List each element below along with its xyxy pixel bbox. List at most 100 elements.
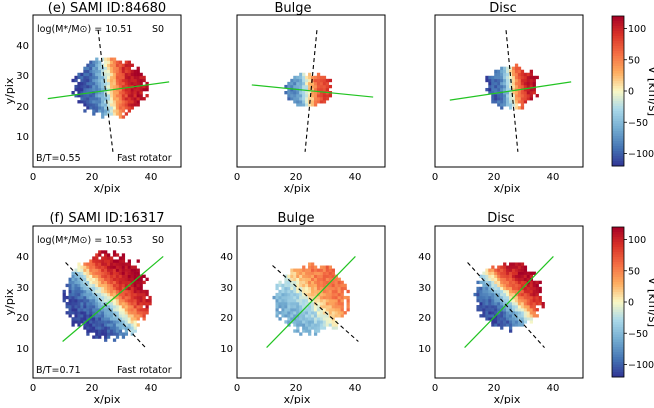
velocity-pixel [98, 75, 102, 80]
velocity-pixel [331, 292, 335, 297]
velocity-pixel [80, 84, 84, 89]
velocity-pixel [514, 305, 519, 309]
velocity-pixel [302, 94, 306, 98]
velocity-pixel [112, 271, 117, 275]
colorbar-segment [612, 282, 624, 285]
velocity-pixel [71, 302, 75, 306]
velocity-pixel [325, 94, 330, 98]
velocity-pixel [127, 91, 131, 95]
velocity-pixel [287, 308, 291, 312]
colorbar-segment [612, 71, 624, 74]
velocity-pixel [112, 320, 117, 324]
velocity-pixel [313, 271, 318, 275]
velocity-pixel [115, 277, 120, 282]
velocity-pixel [124, 87, 129, 92]
velocity-pixel [115, 317, 120, 321]
velocity-pixel [127, 60, 131, 64]
velocity-pixel [311, 323, 315, 327]
velocity-pixel [121, 289, 126, 294]
velocity-pixel [511, 305, 516, 309]
velocity-pixel [80, 91, 84, 95]
velocity-pixel [311, 286, 315, 291]
velocity-pixel [290, 91, 294, 95]
velocity-pixel [497, 314, 501, 318]
velocity-pixel [278, 305, 282, 309]
velocity-pixel [488, 274, 492, 278]
velocity-pixel [305, 311, 309, 315]
velocity-pixel [127, 298, 131, 303]
velocity-pixel [112, 106, 117, 110]
velocity-pixel [104, 338, 108, 342]
velocity-pixel [316, 100, 321, 104]
y-tick-label: 40 [16, 252, 29, 263]
velocity-pixel [104, 84, 108, 89]
velocity-pixel [98, 250, 102, 254]
velocity-pixel [293, 84, 297, 89]
velocity-pixel [95, 320, 99, 324]
velocity-pixel [529, 283, 533, 288]
colorbar-segment [612, 319, 624, 323]
velocity-pixel [334, 286, 338, 291]
x-ticks: 0 20 40 [30, 383, 158, 394]
velocity-pixel [322, 302, 327, 306]
velocity-pixel [328, 323, 333, 327]
velocity-pixel [494, 277, 498, 282]
velocity-pixel [517, 78, 522, 83]
velocity-pixel [299, 305, 303, 309]
velocity-pixel [293, 81, 297, 86]
velocity-pixel [299, 302, 303, 306]
velocity-pixel [491, 75, 495, 80]
velocity-pixel [311, 262, 315, 266]
velocity-pixel [89, 274, 93, 278]
velocity-pixel [313, 329, 318, 333]
velocity-pixel [142, 311, 146, 315]
velocity-pixel [517, 81, 522, 86]
colorbar-segment [612, 78, 624, 82]
velocity-pixel [308, 268, 312, 272]
velocity-pixel [529, 280, 533, 285]
velocity-pixel [68, 277, 72, 282]
velocity-pixel [107, 323, 111, 327]
velocity-pixel [476, 295, 480, 300]
velocity-pixel [322, 283, 327, 288]
velocity-pixel [101, 323, 105, 327]
velocity-pixel [500, 289, 504, 294]
velocity-pixel [281, 292, 285, 297]
velocity-pixel [509, 271, 513, 275]
velocity-pixel [503, 262, 507, 266]
velocity-pixel [325, 305, 330, 309]
y-tick-label: 20 [16, 313, 29, 324]
velocity-pixel [121, 298, 126, 303]
velocity-pixel [529, 69, 533, 74]
velocity-pixel [316, 78, 321, 83]
velocity-pixel [497, 302, 501, 306]
velocity-pixel [109, 311, 114, 315]
velocity-pixel [92, 69, 96, 74]
velocity-pixel [95, 295, 99, 300]
velocity-pixel [115, 332, 120, 336]
colorbar-segment [612, 116, 624, 119]
velocity-pixel [500, 320, 504, 324]
velocity-pixel [334, 277, 338, 282]
velocity-pixel [95, 271, 99, 275]
velocity-pixel [80, 317, 84, 321]
velocity-pixel [532, 91, 536, 95]
velocity-pixel [89, 308, 93, 312]
velocity-pixel [322, 274, 327, 278]
velocity-pixel [506, 271, 510, 275]
velocity-pixel [109, 94, 114, 98]
velocity-pixel [296, 277, 300, 282]
velocity-pixel [136, 302, 140, 306]
velocity-pixel [127, 274, 131, 278]
velocity-pixel [107, 335, 111, 339]
velocity-pixel [139, 94, 143, 98]
velocity-pixel [299, 81, 303, 86]
velocity-pixel [83, 103, 87, 107]
velocity-pixel [121, 277, 126, 282]
velocity-pixel [299, 91, 303, 95]
velocity-pixel [80, 286, 84, 291]
velocity-pixel [299, 323, 303, 327]
velocity-pixel [482, 311, 486, 315]
velocity-pixel [109, 60, 114, 64]
velocity-pixel [485, 78, 489, 83]
